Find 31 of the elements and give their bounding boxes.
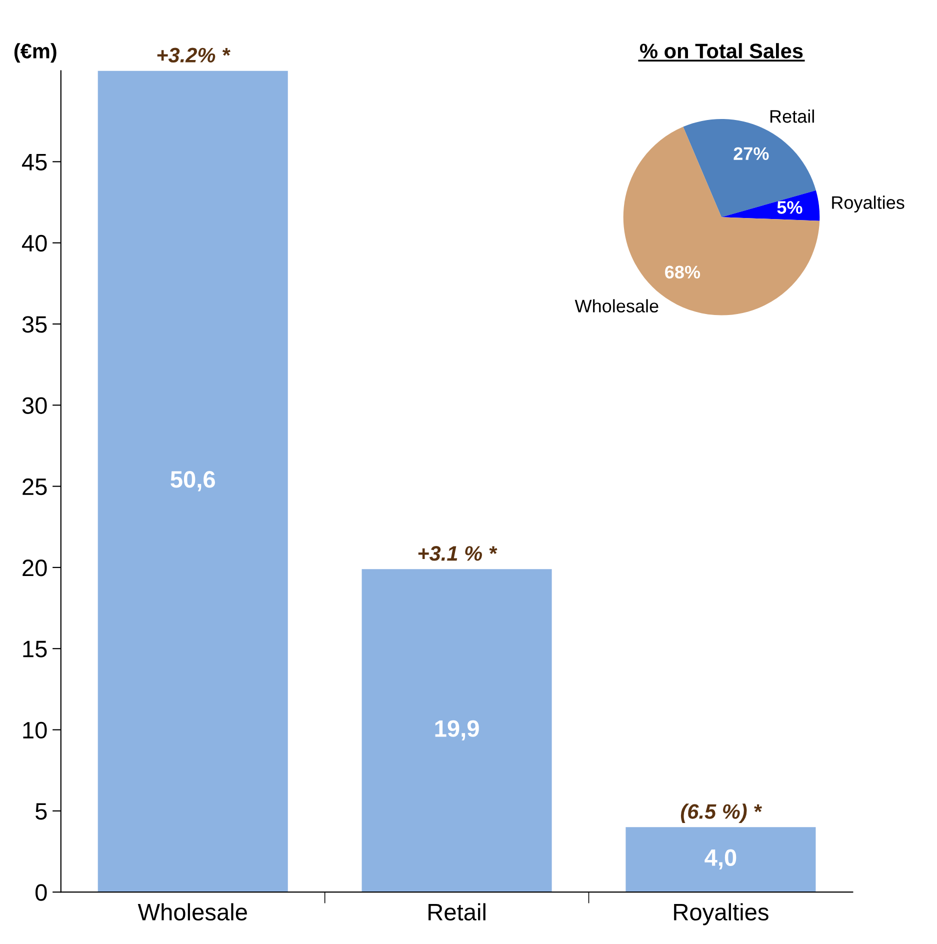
- bar: [626, 827, 816, 892]
- y-tick-label: 5: [36, 803, 47, 820]
- pie-slice: [721, 190, 820, 221]
- slice-label: Wholesale: [574, 299, 658, 312]
- y-tick-label: 15: [23, 640, 47, 658]
- bar: [98, 70, 288, 892]
- slice-label: Royalties: [832, 196, 904, 213]
- data-label: 5%: [777, 201, 802, 214]
- data-label: 4,0: [704, 849, 736, 870]
- x-tick-label: Wholesale: [138, 903, 247, 921]
- y-tick-label: 10: [23, 722, 47, 739]
- chart-title: % on Total Sales: [640, 43, 803, 58]
- x-tick-label: Retail: [428, 903, 486, 921]
- y-tick-label: 35: [22, 316, 47, 333]
- y-tick-label: 30: [22, 397, 47, 414]
- y-tick-label: 0: [36, 884, 47, 901]
- data-label: 27%: [734, 147, 769, 160]
- data-label: 50,6: [170, 471, 215, 492]
- bar: [362, 569, 552, 892]
- data-label: 19,9: [435, 720, 479, 740]
- y-tick-label: 25: [22, 478, 47, 496]
- x-tick-label: Royalties: [674, 903, 768, 926]
- y-tick-label: 45: [22, 154, 47, 170]
- y-tick-label: 20: [22, 560, 47, 576]
- data-label: 68%: [665, 266, 700, 279]
- y-axis-title: (€m): [14, 43, 56, 63]
- annotation: +3.1 % *: [418, 546, 498, 561]
- y-tick-label: 40: [22, 234, 47, 252]
- annotation: (6.5 %) *: [680, 804, 762, 823]
- annotation: +3.2% *: [157, 48, 230, 63]
- slice-label: Retail: [770, 110, 814, 123]
